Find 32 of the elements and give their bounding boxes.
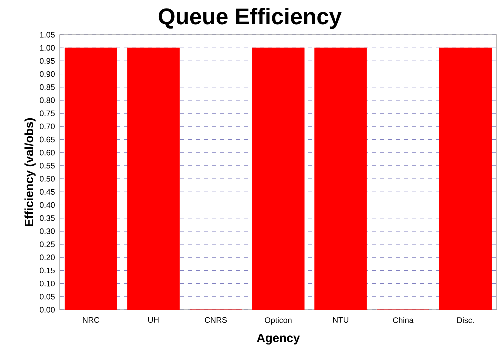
y-tick-label: 0.60	[40, 150, 55, 156]
y-tick-label: 0.40	[40, 202, 55, 208]
y-tick-label: 0.10	[40, 280, 55, 287]
y-tick-label: 1.05	[40, 32, 55, 38]
y-tick-label: 0.75	[40, 110, 55, 116]
y-tick-label: 0.70	[40, 124, 55, 130]
y-tick-label: 1.00	[40, 45, 55, 51]
x-tick-label: NTU	[333, 317, 349, 323]
y-tick-label: 0.90	[40, 71, 55, 78]
x-tick-label: Opticon	[265, 317, 292, 325]
y-tick-label: 0.80	[40, 98, 55, 104]
y-tick-label: 0.30	[40, 228, 55, 234]
y-tick-label: 0.45	[40, 189, 55, 195]
x-tick-label: Disc.	[458, 317, 474, 324]
y-tick-label: 0.15	[40, 268, 55, 274]
y-axis-title: Efficiency (val/obs)	[24, 118, 36, 226]
y-tick-label: 0.55	[40, 163, 55, 169]
y-tick-label: 0.35	[40, 216, 55, 222]
y-tick-label: 0.25	[40, 242, 55, 248]
x-tick-label: UH	[148, 317, 159, 323]
y-tick-label: 0.00	[40, 307, 55, 313]
y-tick-label: 0.85	[40, 84, 55, 90]
chart-title: Queue Efficiency	[158, 8, 342, 30]
x-tick-label: China	[393, 317, 414, 324]
x-axis-title: Agency	[257, 334, 300, 345]
y-tick-label: 0.95	[40, 58, 55, 64]
x-tick-label: CNRS	[205, 317, 228, 324]
y-tick-label: 0.50	[40, 176, 55, 182]
y-tick-label: 0.65	[40, 136, 55, 143]
y-tick-label: 0.05	[40, 294, 55, 300]
x-tick-label: NRC	[83, 317, 100, 324]
y-tick-label: 0.20	[40, 254, 55, 260]
